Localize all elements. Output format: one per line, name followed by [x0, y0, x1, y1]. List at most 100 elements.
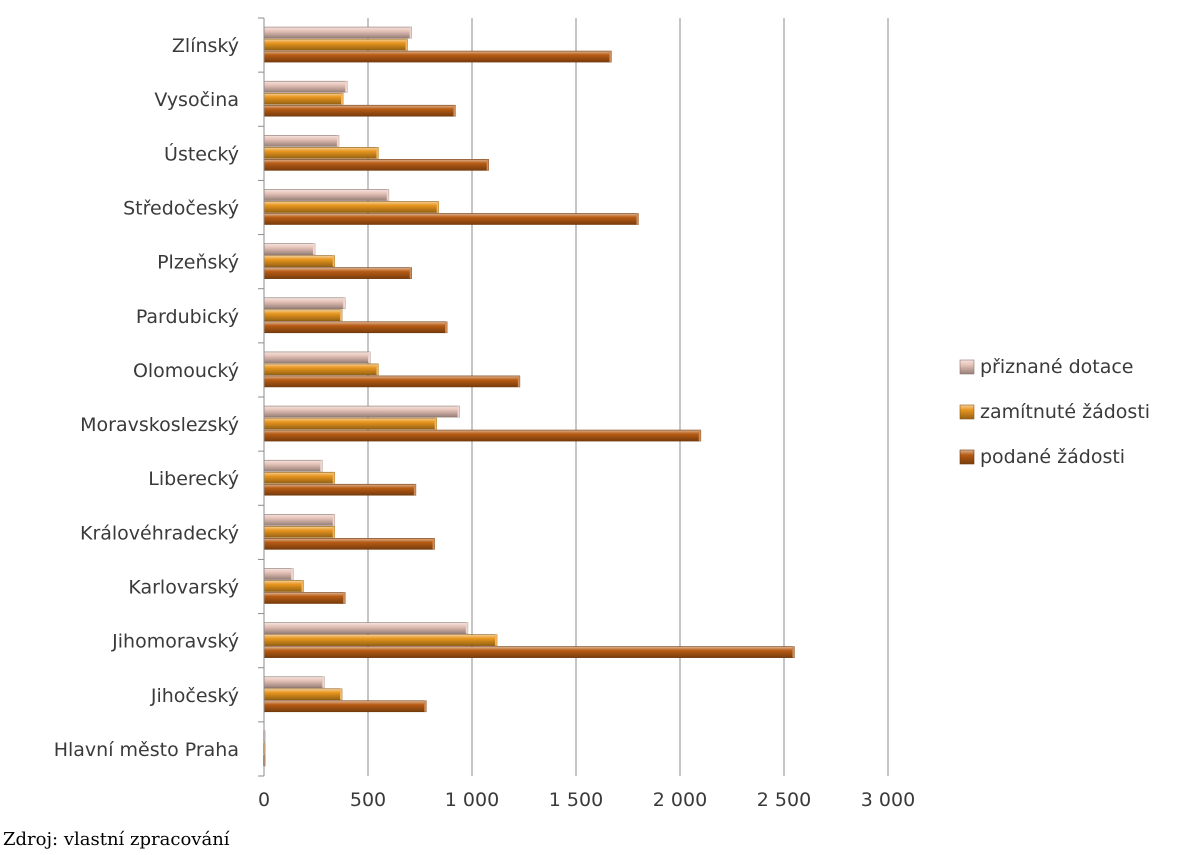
bar: [263, 634, 498, 646]
x-tick-label: 2 500: [757, 789, 811, 811]
legend-swatch: [959, 449, 975, 465]
bar-cap: [368, 351, 371, 363]
bar-cap: [322, 676, 325, 688]
bar: [263, 483, 417, 496]
x-tick-label: 1 500: [549, 789, 603, 811]
bar: [263, 104, 456, 117]
bar-chart: Hlavní město Praha Jihočeský Jihomoravský K…: [54, 17, 1150, 811]
bar-cap: [409, 27, 412, 39]
bar-cap: [432, 538, 435, 550]
category-label: Plzeňský: [157, 252, 239, 274]
bar-cap: [436, 201, 439, 213]
category-label: Liberecký: [148, 468, 239, 490]
bar: [263, 417, 437, 430]
bar-cap: [301, 580, 304, 592]
legend-swatch: [959, 359, 975, 375]
bar: [263, 147, 379, 159]
legend-label: zamítnuté žádosti: [980, 401, 1150, 423]
bar: [263, 201, 440, 213]
bar: [263, 688, 343, 701]
bar-cap: [457, 406, 460, 418]
legend-swatch: [959, 404, 975, 420]
x-tick-label: 1 000: [445, 789, 499, 811]
bar: [263, 526, 336, 538]
category-label: Jihočeský: [150, 685, 239, 707]
bar-cap: [332, 514, 335, 526]
bar-cap: [792, 646, 795, 658]
bar-cap: [424, 700, 427, 712]
x-tick-label: 3 000: [861, 789, 915, 811]
bar-cap: [486, 159, 489, 171]
bar-cap: [345, 81, 348, 93]
x-tick-label: 500: [350, 789, 386, 811]
bar-cap: [340, 309, 342, 321]
bar: [263, 213, 639, 225]
bar: [263, 80, 348, 93]
category-label: Vysočina: [154, 89, 239, 111]
category-label: Ústecký: [164, 141, 239, 165]
source-note: Zdroj: vlastní zpracování: [3, 829, 230, 850]
bar: [263, 50, 612, 63]
category-label: Hlavní město Praha: [54, 739, 239, 761]
bar: [263, 363, 379, 376]
bar: [263, 267, 412, 279]
bar: [263, 309, 343, 322]
category-label: Karlovarský: [128, 577, 239, 599]
bar-cap: [291, 568, 294, 580]
bar: [263, 92, 344, 105]
bar: [263, 580, 304, 592]
bar-cap: [405, 39, 408, 51]
bar: [263, 255, 336, 267]
category-labels: Hlavní město Praha Jihočeský Jihomoravský K…: [54, 35, 239, 761]
bar-cap: [494, 634, 497, 646]
x-tick-labels: 0 500 1 000 1 500 2 000 2 500 3 000: [258, 789, 915, 811]
bar-cap: [409, 267, 412, 279]
x-tick-label: 2 000: [653, 789, 707, 811]
bar-cap: [340, 688, 342, 700]
category-label: Moravskoslezský: [80, 414, 239, 436]
category-label: Středočeský: [123, 198, 239, 220]
bar: [263, 297, 346, 310]
bar-cap: [636, 213, 639, 225]
bar: [263, 622, 469, 634]
bar: [263, 189, 390, 201]
bar: [263, 429, 702, 442]
bar-cap: [341, 93, 344, 105]
bar-cap: [445, 321, 448, 333]
bars: [263, 26, 795, 767]
y-axis: [258, 17, 265, 777]
bar-cap: [386, 189, 389, 201]
bar-cap: [413, 484, 416, 496]
bar-cap: [465, 622, 468, 634]
bar: [263, 676, 325, 689]
bar: [263, 159, 489, 171]
bar-cap: [609, 51, 612, 63]
category-label: Královéhradecký: [80, 522, 239, 544]
category-label: Zlínský: [172, 35, 239, 57]
bar: [263, 459, 323, 472]
legend-label: podané žádosti: [980, 446, 1125, 468]
bar: [263, 38, 408, 51]
bar: [263, 700, 427, 713]
bar-cap: [312, 243, 315, 255]
bar: [263, 405, 460, 418]
bar-cap: [376, 363, 379, 375]
category-label: Olomoucký: [133, 360, 239, 382]
bar-cap: [332, 255, 335, 267]
bar-cap: [453, 105, 456, 117]
bar-cap: [517, 375, 520, 387]
gridlines: [367, 18, 889, 776]
bar-cap: [320, 460, 323, 472]
category-label: Jihomoravský: [111, 631, 239, 653]
legend: přiznané dotace zamítnuté žádosti podané ž…: [959, 356, 1150, 468]
bar-cap: [332, 472, 335, 484]
bar: [263, 538, 435, 550]
bar: [263, 135, 340, 147]
bar-cap: [343, 297, 346, 309]
bar-cap: [336, 135, 339, 147]
category-label: Pardubický: [136, 306, 239, 328]
bar-cap: [332, 526, 335, 538]
bar: [263, 26, 412, 39]
bar: [263, 321, 448, 334]
bar: [263, 375, 521, 388]
